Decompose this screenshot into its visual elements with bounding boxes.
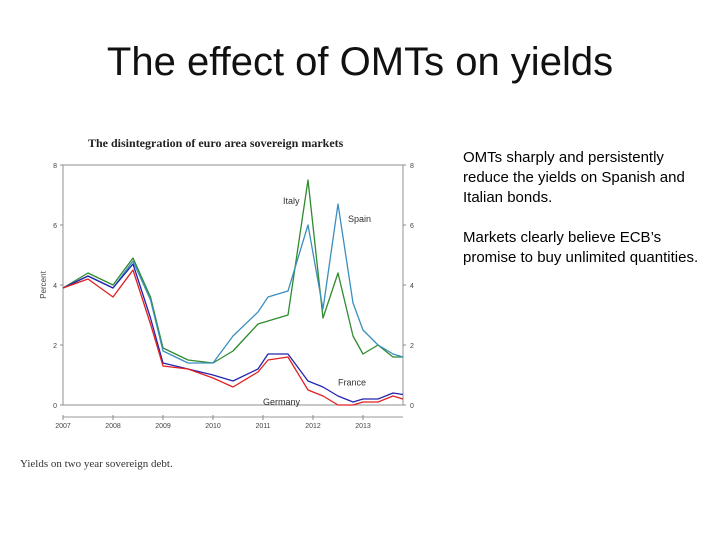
note-market-belief: Markets clearly believe ECB’s promise to… xyxy=(463,229,699,266)
y-tick-label-left: 0 xyxy=(53,403,57,410)
plot-frame xyxy=(62,164,404,406)
x-tick-label: 2007 xyxy=(55,423,71,430)
y-tick-label-right: 6 xyxy=(410,223,414,230)
annotation-italy: Italy xyxy=(283,196,300,206)
x-tick-label: 2009 xyxy=(155,423,171,430)
chart-axes xyxy=(60,164,406,420)
x-tick-label: 2010 xyxy=(205,423,221,430)
note-omt-effect: OMTs sharply and persistently reduce the… xyxy=(463,149,685,206)
chart-series xyxy=(62,179,404,406)
series-line-france xyxy=(62,263,404,403)
slide-notes: OMTs sharply and persistently reduce the… xyxy=(463,148,703,288)
chart-labels: 0 0 2 2 4 4 6 6 8 8 2007 2008 2009 2010 2011 2012 2013 Pe… xyxy=(39,163,414,430)
y-axis-label: Percent xyxy=(39,270,48,298)
x-tick-label: 2011 xyxy=(255,423,270,430)
y-tick-label-right: 0 xyxy=(410,403,414,410)
x-tick-label: 2012 xyxy=(305,423,321,430)
series-line-italy xyxy=(62,179,403,364)
y-tick-label-right: 2 xyxy=(410,343,414,350)
series-line-germany xyxy=(62,269,404,406)
chart-caption: Yields on two year sovereign debt. xyxy=(20,458,173,470)
y-tick-label-left: 4 xyxy=(53,283,57,290)
chart-title: The disintegration of euro area sovereig… xyxy=(88,136,344,150)
annotation-germany: Germany xyxy=(263,397,301,407)
annotation-spain: Spain xyxy=(348,214,371,224)
y-tick-label-left: 8 xyxy=(53,163,57,170)
x-tick-label: 2013 xyxy=(355,423,371,430)
slide-title: The effect of OMTs on yields xyxy=(106,40,614,84)
annotation-france: France xyxy=(338,378,366,388)
x-tick-label: 2008 xyxy=(105,423,121,430)
y-tick-label-left: 2 xyxy=(53,343,57,350)
y-tick-label-right: 4 xyxy=(410,283,414,290)
series-line-spain xyxy=(62,203,404,364)
y-tick-label-right: 8 xyxy=(410,163,414,170)
y-tick-label-left: 6 xyxy=(53,223,57,230)
